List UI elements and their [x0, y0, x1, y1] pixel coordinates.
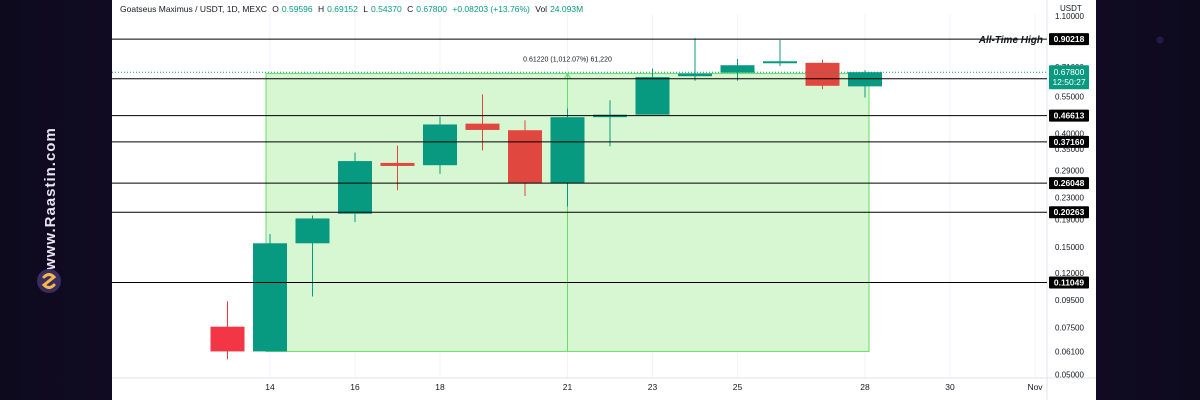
- close-value: 0.67800: [416, 4, 447, 14]
- watermark-text: www.Raastin.com: [42, 127, 59, 270]
- x-tick-label: Nov: [1027, 382, 1043, 392]
- y-tick-label: 1.10000: [1055, 12, 1084, 21]
- x-tick-label: 21: [563, 382, 573, 392]
- y-tick-label: 0.23000: [1055, 194, 1084, 203]
- y-tick-label: 0.06100: [1055, 347, 1084, 356]
- change-value: +0.08203 (+13.76%): [452, 4, 530, 14]
- candle-body[interactable]: [550, 117, 585, 184]
- open-value: 0.59596: [281, 4, 313, 14]
- candle-body[interactable]: [423, 124, 457, 166]
- candle-body[interactable]: [805, 62, 840, 86]
- symbol-label[interactable]: Goatseus Maximus / USDT, 1D, MEXC: [120, 4, 267, 14]
- price-level-tag: [1049, 206, 1089, 219]
- y-tick-label: 0.35000: [1055, 145, 1084, 154]
- y-tick-label: 0.40000: [1055, 129, 1084, 138]
- y-tick-label: 0.07500: [1055, 323, 1084, 332]
- candle-body[interactable]: [465, 123, 500, 130]
- candlestick-chart[interactable]: 0.61220 (1,012.07%) 61,2201.100000.71000…: [112, 0, 1096, 400]
- candle-body[interactable]: [380, 162, 415, 166]
- range-box-label: 0.61220 (1,012.07%) 61,220: [523, 57, 612, 64]
- price-level-label: 0.26048: [1054, 178, 1085, 188]
- y-tick-label: 0.15000: [1055, 243, 1084, 252]
- open-label: O: [272, 4, 279, 14]
- candle-body[interactable]: [678, 73, 712, 77]
- candle-body[interactable]: [763, 61, 797, 64]
- current-price-tag: [1049, 65, 1089, 90]
- close-label: C: [407, 4, 414, 14]
- price-level-tag: [1049, 109, 1089, 122]
- candle-body[interactable]: [635, 77, 670, 115]
- candle-body[interactable]: [295, 218, 330, 244]
- price-level-tag: [1049, 135, 1089, 148]
- candle-body[interactable]: [848, 72, 882, 87]
- level-annotation: All-Time High: [978, 35, 1043, 46]
- y-tick-label: 0.29000: [1055, 167, 1084, 176]
- candle-countdown-label: 12:50:27: [1052, 77, 1085, 87]
- volume-label: Vol: [535, 4, 548, 14]
- candle-body[interactable]: [508, 130, 542, 184]
- x-tick-label: 16: [350, 382, 360, 392]
- x-tick-label: 30: [945, 382, 955, 392]
- raastin-logo-icon: [37, 269, 61, 293]
- volume-value: 24.093M: [550, 4, 584, 14]
- x-tick-label: 18: [435, 382, 445, 392]
- candle-body[interactable]: [338, 161, 372, 214]
- price-level-tag: [1049, 276, 1089, 289]
- y-tick-label: 0.09500: [1055, 296, 1084, 305]
- x-tick-label: 28: [860, 382, 870, 392]
- range-arrow-icon: [564, 72, 571, 79]
- price-scale-currency: USDT: [1060, 4, 1082, 13]
- x-tick-label: 25: [733, 382, 743, 392]
- current-price-label: 0.67800: [1054, 67, 1085, 77]
- low-value: 0.54370: [371, 4, 402, 14]
- price-level-tag: [1049, 33, 1089, 46]
- price-level-label: 0.37160: [1054, 137, 1085, 147]
- chart-panel[interactable]: 0.61220 (1,012.07%) 61,2201.100000.71000…: [112, 0, 1096, 400]
- candle-body[interactable]: [253, 243, 287, 352]
- y-tick-label: 0.19000: [1055, 216, 1084, 225]
- x-tick-label: 14: [265, 382, 275, 392]
- high-value: 0.69152: [327, 4, 358, 14]
- price-level-label: 0.20263: [1054, 207, 1085, 217]
- candle-body[interactable]: [210, 326, 245, 352]
- y-tick-label: 0.05000: [1055, 370, 1084, 379]
- candle-body[interactable]: [720, 65, 755, 73]
- low-label: L: [363, 4, 368, 14]
- ohlc-header: Goatseus Maximus / USDT, 1D, MEXC O 0.595…: [120, 4, 586, 14]
- high-label: H: [318, 4, 325, 14]
- x-tick-label: 23: [648, 382, 658, 392]
- price-level-label: 0.11049: [1054, 278, 1085, 288]
- y-tick-label: 0.12000: [1055, 269, 1084, 278]
- price-level-label: 0.90218: [1054, 34, 1085, 44]
- y-tick-label: 0.55000: [1055, 92, 1084, 101]
- price-level-label: 0.46613: [1054, 111, 1085, 121]
- price-level-tag: [1049, 177, 1089, 190]
